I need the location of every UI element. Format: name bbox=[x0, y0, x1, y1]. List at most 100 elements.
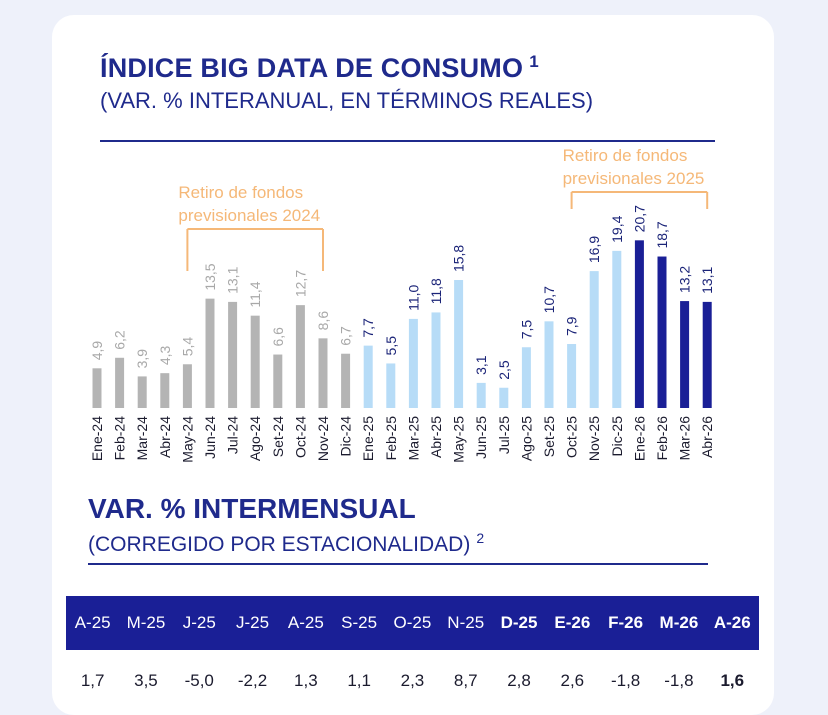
chart-bar bbox=[386, 363, 396, 408]
chart-bar bbox=[567, 344, 577, 408]
x-tick-label: Mar-26 bbox=[677, 416, 693, 461]
x-tick-label: Mar-24 bbox=[134, 416, 150, 461]
chart-bar bbox=[499, 387, 509, 408]
x-tick-label: Nov-24 bbox=[315, 416, 331, 461]
chart-bar bbox=[634, 240, 644, 408]
table-cell: -1,8 bbox=[610, 671, 641, 690]
bar-value-label: 7,5 bbox=[518, 320, 534, 340]
x-tick-label: Jul-25 bbox=[496, 416, 512, 454]
table-header-cell: A-25 bbox=[66, 596, 120, 650]
title-divider bbox=[100, 140, 715, 142]
x-tick-label: Jun-24 bbox=[202, 416, 218, 459]
bar-value-label: 7,9 bbox=[564, 316, 580, 336]
x-tick-label: Ene-26 bbox=[631, 416, 647, 461]
x-tick-label: Nov-25 bbox=[586, 416, 602, 461]
bar-value-label: 19,4 bbox=[609, 215, 625, 242]
chart-bar bbox=[318, 338, 328, 408]
table-header-cell: D-25 bbox=[492, 596, 546, 650]
bar-value-label: 2,5 bbox=[496, 360, 512, 380]
chart-bar bbox=[454, 280, 464, 408]
annotation-label: Retiro de fondos bbox=[178, 183, 303, 202]
x-tick-label: Ago-25 bbox=[518, 416, 534, 461]
table-cell: 3,5 bbox=[134, 671, 158, 690]
x-tick-label: Dic-25 bbox=[609, 416, 625, 457]
x-tick-label: Feb-26 bbox=[654, 416, 670, 461]
table-header-cell: F-26 bbox=[598, 596, 653, 650]
table-header-cell: J-25 bbox=[225, 596, 280, 650]
bar-value-label: 7,7 bbox=[360, 318, 376, 338]
table-cell: 1,6 bbox=[720, 671, 745, 690]
bar-value-label: 11,8 bbox=[428, 278, 444, 304]
bar-value-label: 6,6 bbox=[270, 327, 286, 347]
monthly-variation-table: A-25 M-25 J-25 J-25 A-25 S-25 O-25 N-25 D-25 E-26… bbox=[66, 596, 759, 712]
bar-value-label: 18,7 bbox=[654, 221, 670, 248]
chart-bar bbox=[657, 256, 667, 408]
table-cell: 1,1 bbox=[347, 671, 371, 690]
table-header-cell: A-26 bbox=[705, 596, 759, 650]
chart-bar bbox=[702, 301, 712, 408]
table-cell: 2,6 bbox=[560, 671, 585, 690]
bar-value-label: 4,3 bbox=[157, 345, 173, 365]
table-row: 1,7 3,5 -5,0 -2,2 1,3 1,1 2,3 8,7 2,8 2,6 -1,8 -1,8… bbox=[66, 650, 759, 712]
bar-value-label: 8,6 bbox=[315, 311, 331, 331]
chart-bar bbox=[295, 305, 305, 408]
subtitle-footnote-marker: 2 bbox=[476, 530, 485, 546]
x-tick-label: Set-24 bbox=[270, 416, 286, 457]
bar-value-label: 13,5 bbox=[202, 263, 218, 290]
x-tick-label: Jun-25 bbox=[473, 416, 489, 459]
annotation-label: previsionales 2024 bbox=[178, 206, 320, 225]
annotation-label: Retiro de fondos bbox=[563, 146, 688, 165]
chart-subtitle: (VAR. % INTERANUAL, EN TÉRMINOS REALES) bbox=[100, 88, 594, 113]
table-header-cell: M-25 bbox=[119, 596, 173, 650]
chart-bar bbox=[680, 301, 690, 408]
table-header-cell: M-26 bbox=[652, 596, 706, 650]
section-title: VAR. % INTERMENSUAL bbox=[88, 493, 416, 524]
x-tick-label: Feb-24 bbox=[112, 416, 128, 461]
chart-bar bbox=[228, 301, 238, 408]
table-header-cell: N-25 bbox=[439, 596, 493, 650]
x-tick-label: Oct-25 bbox=[564, 416, 580, 458]
table-header-cell: E-26 bbox=[545, 596, 599, 650]
table-cell: -1,8 bbox=[664, 671, 694, 690]
chart-bar bbox=[137, 376, 147, 408]
x-tick-label: Dic-24 bbox=[338, 416, 354, 457]
x-tick-label: May-24 bbox=[179, 416, 195, 463]
chart-bar bbox=[612, 250, 622, 408]
bar-value-label: 15,8 bbox=[451, 245, 467, 272]
chart-bar bbox=[476, 382, 486, 408]
title-footnote-marker: 1 bbox=[529, 52, 539, 71]
annotation-label: previsionales 2025 bbox=[563, 169, 705, 188]
bar-value-label: 16,9 bbox=[586, 236, 602, 263]
bar-value-label: 13,1 bbox=[699, 266, 715, 293]
table-cell: 1,3 bbox=[294, 671, 318, 690]
x-tick-label: Abr-24 bbox=[157, 416, 173, 458]
bar-chart: Retiro de fondos previsionales 2024 Retiro… bbox=[89, 146, 715, 463]
x-tick-label: Oct-24 bbox=[292, 416, 308, 458]
table-header-cell: J-25 bbox=[172, 596, 226, 650]
table-cell: -2,2 bbox=[237, 671, 268, 690]
table-header-cell: O-25 bbox=[385, 596, 440, 650]
bar-value-label: 11,4 bbox=[247, 281, 263, 307]
chart-bar bbox=[250, 315, 260, 408]
x-tick-label: Feb-25 bbox=[383, 416, 399, 461]
chart-bar bbox=[182, 364, 192, 408]
bar-value-label: 20,7 bbox=[631, 205, 647, 232]
chart-bar bbox=[408, 318, 418, 408]
bar-value-label: 6,7 bbox=[338, 326, 354, 346]
bar-value-label: 5,4 bbox=[179, 337, 195, 357]
x-tick-label: Set-25 bbox=[541, 416, 557, 457]
bar-value-label: 10,7 bbox=[541, 286, 557, 313]
table-cell: 2,3 bbox=[400, 671, 425, 690]
chart-bar bbox=[589, 271, 599, 408]
bar-value-label: 4,9 bbox=[89, 341, 105, 361]
x-tick-label: Abr-26 bbox=[699, 416, 715, 458]
chart-bar bbox=[341, 353, 351, 408]
chart-bar bbox=[544, 321, 554, 408]
table-header-cell: S-25 bbox=[332, 596, 386, 650]
chart-bar bbox=[92, 368, 102, 408]
table-header-row: A-25 M-25 J-25 J-25 A-25 S-25 O-25 N-25 D-25 E-26… bbox=[66, 596, 759, 650]
x-tick-label: Ago-24 bbox=[247, 416, 263, 461]
table-header-cell: A-25 bbox=[279, 596, 333, 650]
table-cell: 1,7 bbox=[80, 671, 105, 690]
bar-value-label: 6,2 bbox=[112, 330, 128, 350]
